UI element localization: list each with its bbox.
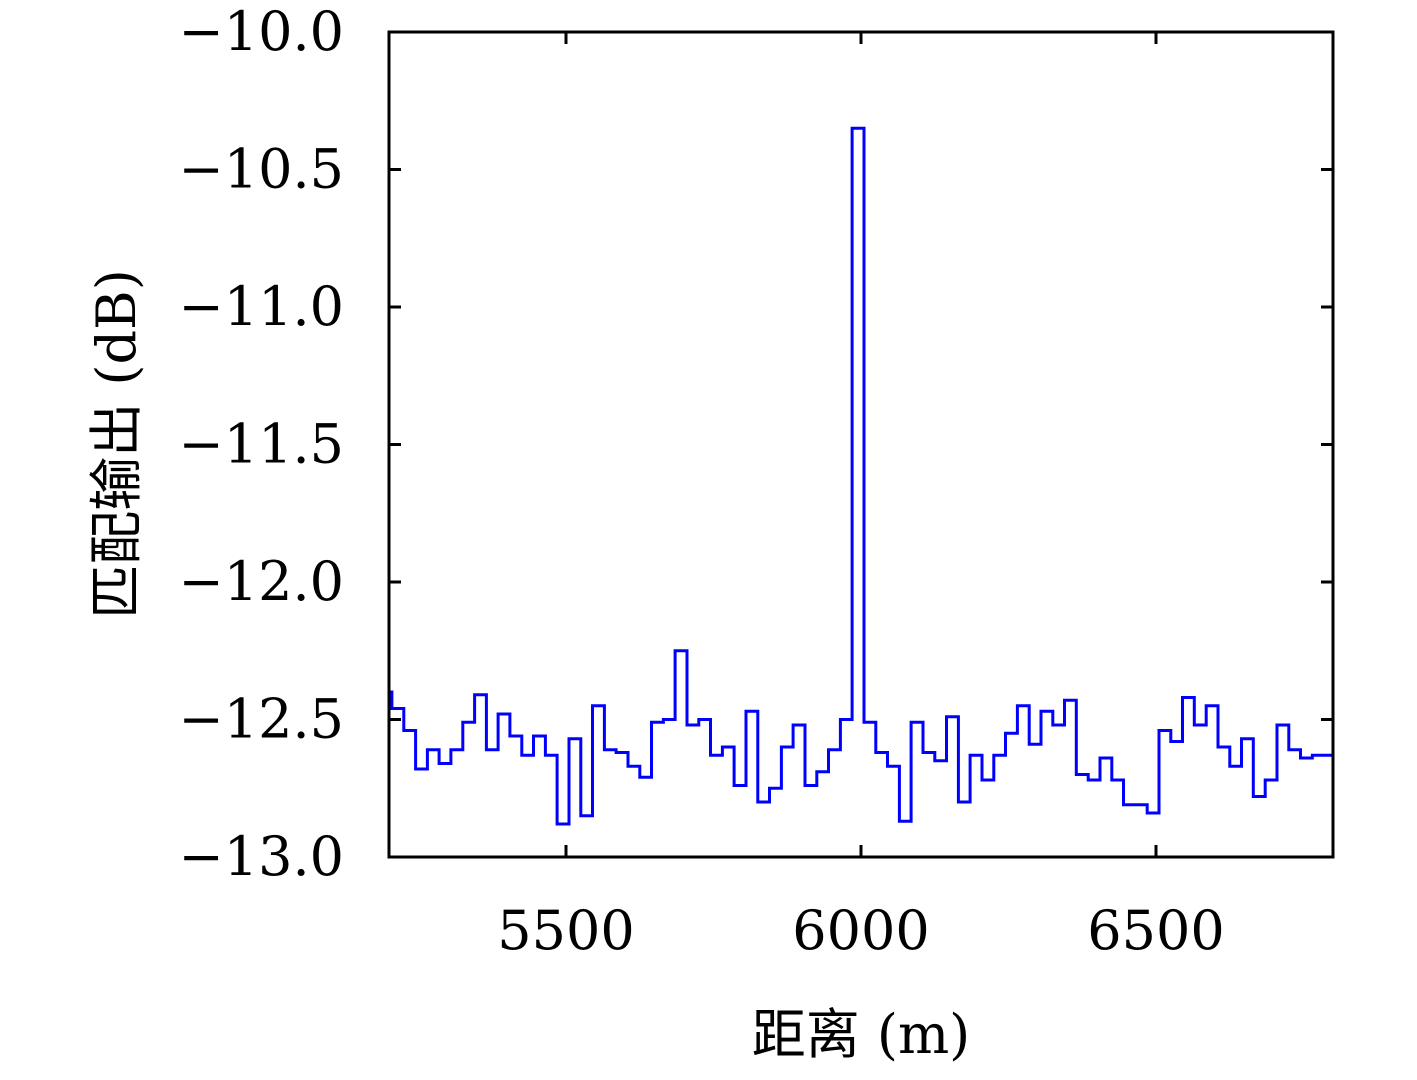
x-tick-label: 6000: [792, 899, 929, 962]
x-tick-label: 5500: [497, 899, 634, 962]
y-tick-label: −11.0: [179, 275, 344, 338]
y-tick-label: −13.0: [179, 825, 344, 888]
y-tick-label: −10.0: [179, 0, 344, 63]
y-tick-label: −11.5: [179, 413, 344, 476]
y-tick-label: −12.5: [179, 688, 344, 751]
marks-layer: [389, 126, 1333, 826]
ticks-layer: 5500 6000 6500 −10.0 −10.5 −11.0 −11.5 −12.0 −12…: [179, 0, 1333, 962]
y-axis-label: 匹配输出 (dB): [85, 269, 148, 619]
series-line: [389, 126, 1333, 826]
y-tick-label: −10.5: [179, 138, 344, 201]
plot-frame: [387, 30, 1335, 859]
y-tick-label: −12.0: [179, 550, 344, 613]
x-tick-label: 6500: [1087, 899, 1224, 962]
x-axis-label: 距离 (m): [752, 1003, 971, 1066]
labels-layer: 距离 (m) 匹配输出 (dB): [85, 269, 970, 1066]
